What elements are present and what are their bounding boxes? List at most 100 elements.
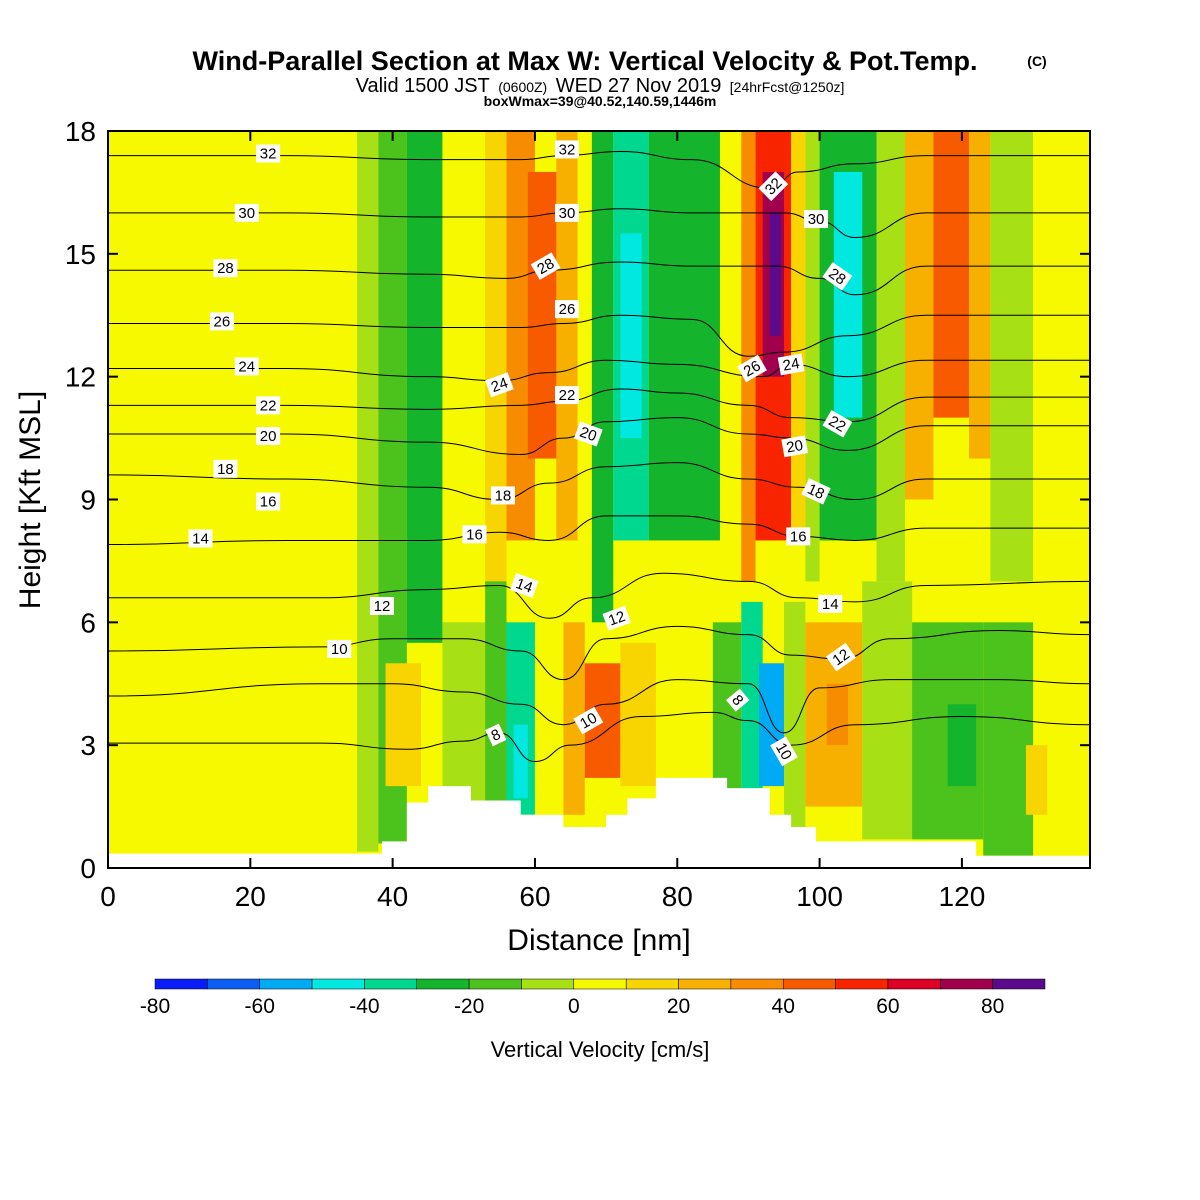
contour-label-text: 10 [331,641,348,658]
contour-label-text: 18 [217,461,234,478]
contour-label-box [822,409,853,438]
contour-label-text: 12 [374,598,391,615]
x-tick-label: 100 [796,881,843,912]
velocity-cell [769,212,781,336]
theta-contour-16 [108,515,1090,546]
contour-label: 28 [530,252,561,280]
velocity-cell [947,704,977,787]
contour-label: 28 [822,262,853,291]
contour-label-box [188,529,213,548]
colorbar-swatch [364,978,418,990]
valid-utc: (0600Z) [498,79,547,95]
contour-label-text: 30 [238,205,255,222]
contour-label-box [234,357,259,376]
contour-label-box [554,140,579,159]
contour-label: 20 [256,427,281,446]
contour-label: 18 [213,459,238,478]
contour-label: 22 [256,396,281,415]
contour-label-box [530,252,561,280]
contour-label: 16 [256,492,281,511]
colorbar-swatch [835,978,889,990]
velocity-cell [577,131,592,582]
y-axis: 0 3 6 9 12 15 18 [65,116,1090,884]
colorbar-tick-label: 40 [772,995,795,1018]
contour-label-box [573,421,603,447]
x-tick-label: 20 [235,881,266,912]
y-axis-label: Height [Kft MSL] [14,391,47,609]
velocity-cell [620,233,642,439]
velocity-cell [534,642,564,815]
x-tick-label: 60 [519,881,550,912]
contour-label-text: 20 [577,424,598,446]
x-axis-label: Distance [nm] [507,924,690,957]
contour-label: 32 [758,171,789,202]
y-tick-label: 0 [80,853,96,884]
contour-label-text: 10 [772,740,795,763]
velocity-cell [648,131,720,541]
contour-label-box [462,525,487,544]
contour-label-text: 26 [559,301,576,318]
theta-contour-18 [108,462,1090,501]
contour-label-box [485,372,514,398]
contour-label: 16 [462,525,487,544]
chart-title: Wind-Parallel Section at Max W: Vertical… [193,46,978,76]
contour-label-box [786,527,811,546]
colorbar-swatch [678,978,732,990]
colorbar-tick-label: 0 [568,995,580,1018]
contour-label: 30 [554,203,579,222]
contour-label: 20 [573,421,603,447]
valid-date: WED 27 Nov 2019 [556,75,722,97]
contour-label-text: 22 [826,413,849,436]
contour-label-text: 26 [741,357,764,380]
valid-prefix: Valid 1500 JST [356,75,490,97]
y-tick-label: 9 [80,485,96,516]
colorbar-swatch [573,978,627,990]
theta-contour-10 [108,679,1090,734]
contour-label: 28 [213,259,238,278]
contour-label: 22 [554,386,579,405]
contour-label: 32 [256,144,281,163]
colorbar-label: Vertical Velocity [cm/s] [491,1037,710,1062]
contour-label-text: 26 [214,313,231,330]
colorbar-swatch [782,978,836,990]
contour-label-box [777,353,805,376]
velocity-cell [655,622,713,807]
contour-label-text: 18 [495,487,512,504]
contour-label-box [804,210,829,229]
contour-label-text: 32 [260,146,277,163]
theta-contour-26 [108,314,1090,357]
contour-label-text: 32 [559,141,576,158]
velocity-cell [406,131,443,643]
contour-label: 30 [234,203,259,222]
contour-label-box [256,427,281,446]
theta-contour-14 [108,572,1090,619]
contour-label: 18 [801,478,831,505]
plot-area: 32 30 28 26 24 22 20 18 16 14 12 10 8 10 12 14 16 18 20 22 2… [108,131,1090,868]
contour-label: 10 [770,736,798,767]
x-tick-label: 0 [100,881,116,912]
contour-label-text: 28 [534,255,557,278]
colorbar-swatch [887,978,941,990]
y-tick-label: 15 [65,239,96,270]
contour-label-text: 24 [238,358,255,375]
y-tick-label: 6 [80,607,96,638]
valid-time-line: Valid 1500 JST (0600Z) WED 27 Nov 2019 [… [356,75,845,97]
contour-label-text: 10 [577,709,600,732]
colorbar-swatch [730,978,784,990]
x-tick-label: 80 [662,881,693,912]
colorbar-swatch [207,978,260,990]
contour-label-text: 24 [489,374,510,396]
contour-label-box [758,171,789,202]
contour-label-box [327,639,352,658]
colorbar-tick-label: -20 [454,995,484,1018]
contour-label: 18 [490,486,515,505]
velocity-cell [719,131,742,623]
contour-label: 14 [188,529,213,548]
contour-label: 32 [554,140,579,159]
terrain-mask [108,777,1090,868]
contour-label-box [256,492,281,511]
colorbar-swatch [625,978,679,990]
x-axis: 0 20 40 60 80 100 120 [100,131,985,912]
theta-contour-8 [108,711,1090,763]
colorbar-swatch [311,978,365,990]
